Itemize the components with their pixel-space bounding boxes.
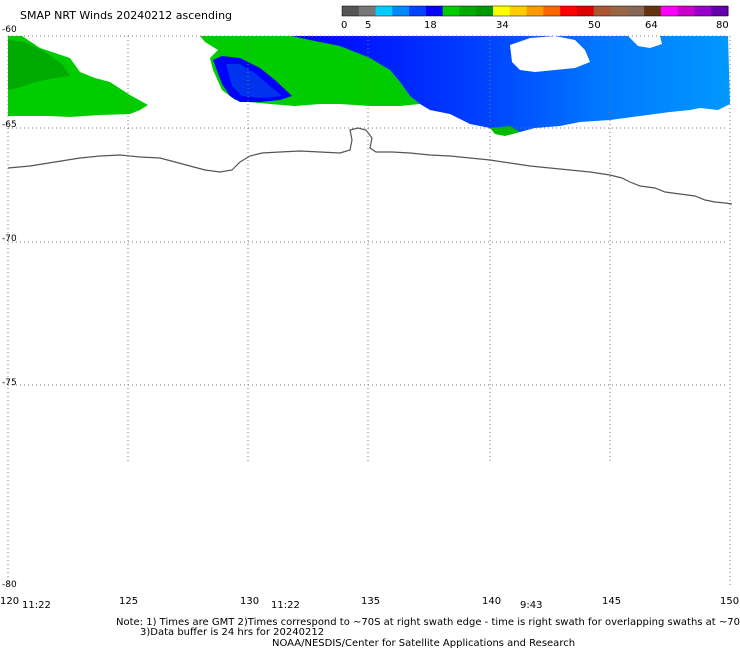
colorbar-segment [442,6,460,16]
swath-time-2: 11:22 [271,600,300,611]
colorbar-segment [694,6,712,16]
lon-label-125: 125 [119,596,139,607]
colorbar-segment [677,6,695,16]
colorbar-label-50: 50 [588,20,601,31]
lon-label-150: 150 [720,596,740,607]
colorbar-label-5: 5 [365,20,372,31]
colorbar-segment [409,6,427,16]
lon-label-145: 145 [602,596,622,607]
colorbar-segment [560,6,578,16]
colorbar-segment [711,6,729,16]
colorbar-label-34: 34 [496,20,509,31]
lon-label-120: 120 [0,596,20,607]
colorbar-label-18: 18 [424,20,437,31]
colorbar-segment [644,6,662,16]
colorbar-segment [358,6,377,16]
colorbar-segment [660,6,679,16]
colorbar-segment [476,6,494,16]
lat-label-75: -75 [2,378,17,388]
lat-label-65: -65 [2,120,17,130]
note-line-2: 3)Data buffer is 24 hrs for 20240212 [140,627,325,638]
colorbar-segment [543,6,561,16]
lat-label-70: -70 [2,234,17,244]
colorbar-label-64: 64 [645,20,658,31]
colorbar-segment [576,6,595,16]
colorbar-segment [425,6,444,16]
colorbar-segment [509,6,528,16]
lon-label-140: 140 [482,596,502,607]
map-title: SMAP NRT Winds 20240212 ascending [20,9,233,22]
lon-label-135: 135 [361,596,381,607]
colorbar-label-80: 80 [716,20,729,31]
swath-time-3: 9:43 [520,600,543,611]
colorbar-segment [493,6,511,16]
colorbar-segment [627,6,645,16]
graticule [7,35,731,588]
lon-label-130: 130 [240,596,260,607]
colorbar-label-0: 0 [341,20,348,31]
swath-time-1: 11:22 [22,600,51,611]
credit-line: NOAA/NESDIS/Center for Satellite Applica… [272,638,576,649]
colorbar-segment [392,6,410,16]
antarctic-coastline [7,127,733,205]
colorbar-segment [375,6,393,16]
colorbar-segment [593,6,612,16]
lat-label-60: -60 [2,25,17,35]
note-line-1: Note: 1) Times are GMT 2)Times correspon… [116,617,740,628]
colorbar-segment [526,6,544,16]
colorbar [341,5,729,17]
colorbar-segment [610,6,628,16]
lat-label-80: -80 [2,580,17,590]
wind-swath-right [292,36,730,136]
colorbar-segment [342,6,360,16]
wind-swath-left [8,36,148,117]
colorbar-border [341,5,729,17]
colorbar-segment [459,6,477,16]
